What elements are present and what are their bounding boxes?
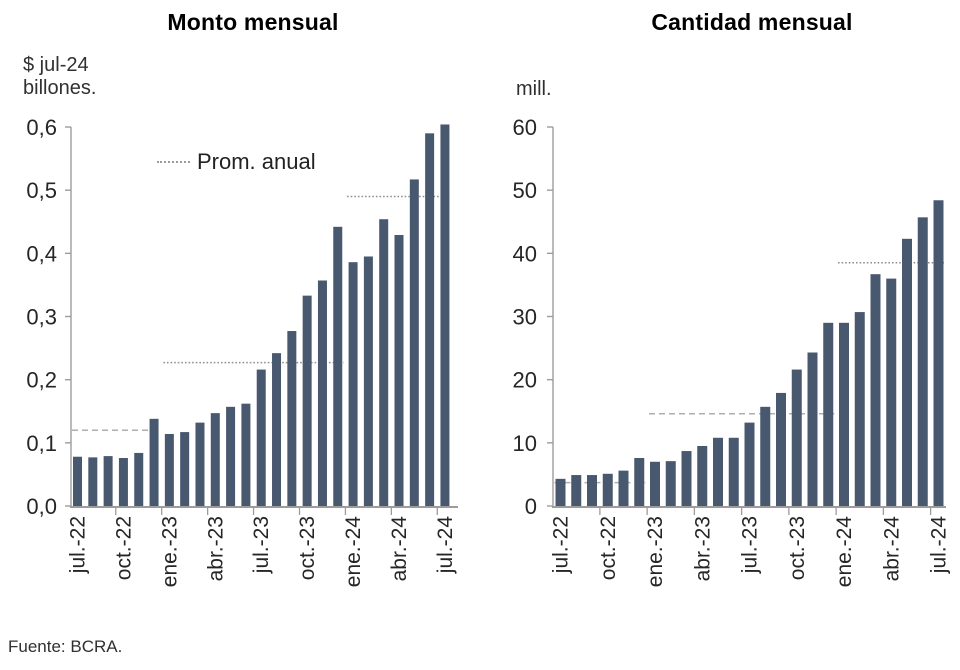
x-tick-label: abr.-24 bbox=[880, 516, 903, 582]
y-tick-label: 10 bbox=[513, 431, 537, 456]
x-tick-label: ene.-24 bbox=[833, 516, 856, 588]
x-tick-label: ene.-23 bbox=[158, 516, 181, 587]
bar-ago-22 bbox=[88, 457, 98, 506]
x-tick-label: oct.-22 bbox=[597, 516, 620, 580]
bar-jul-24 bbox=[440, 124, 450, 506]
bar-sep-22 bbox=[103, 456, 113, 506]
bar-ago-22 bbox=[571, 475, 582, 506]
bar-nov-23 bbox=[317, 280, 327, 507]
bar-abr-24 bbox=[886, 278, 897, 506]
legend-prom-anual: Prom. anual bbox=[157, 149, 316, 175]
x-tick-label: abr.-24 bbox=[388, 516, 411, 582]
x-tick-label: ene.-23 bbox=[644, 516, 667, 587]
bar-nov-22 bbox=[134, 452, 144, 506]
y-tick-label: 60 bbox=[513, 115, 537, 140]
bar-may-24 bbox=[902, 238, 912, 506]
y-tick-label: 0,5 bbox=[26, 178, 57, 203]
x-tick-label: jul.-22 bbox=[67, 516, 90, 574]
bar-jun-24 bbox=[425, 133, 435, 506]
bar-mar-24 bbox=[379, 219, 389, 506]
y-tick-label: 0,2 bbox=[26, 368, 57, 393]
x-tick-label: jul.-23 bbox=[739, 516, 762, 574]
bar-ene-24 bbox=[348, 262, 358, 506]
x-tick-label: oct.-23 bbox=[786, 516, 809, 580]
source-note: Fuente: BCRA. bbox=[8, 637, 123, 656]
chart-monto-mensual: 0,0 0,1 0,2 0,3 0,4 0,5 0,6 jul.-22 oct.-22 ene.-… bbox=[26, 115, 458, 587]
chart-title-monto-mensual: Monto mensual bbox=[167, 9, 339, 35]
bar-jun-24 bbox=[917, 217, 928, 506]
y-tick-label: 0,1 bbox=[26, 431, 57, 456]
bar-feb-23 bbox=[180, 432, 190, 506]
bar-ene-24 bbox=[839, 322, 849, 506]
x-tick-label: jul.-24 bbox=[928, 516, 951, 575]
bar-nov-23 bbox=[807, 352, 818, 506]
bar-jul-24 bbox=[933, 200, 944, 506]
chart-cantidad-mensual: 0 10 20 30 40 50 60 jul.-22 oct.-22 ene.-23 abr.-2… bbox=[513, 115, 951, 587]
bar-oct-23 bbox=[302, 295, 312, 506]
bar-mar-24 bbox=[870, 274, 881, 506]
y-axis-unit-monto: $ jul-24 billones. bbox=[23, 54, 96, 100]
bar-dic-22 bbox=[149, 418, 159, 506]
x-tick-label: abr.-23 bbox=[691, 516, 714, 581]
bar-mar-23 bbox=[681, 451, 692, 506]
y-axis-unit-monto-line2: billones. bbox=[23, 77, 97, 99]
y-tick-label: 0,6 bbox=[26, 115, 57, 140]
y-tick-label: 40 bbox=[513, 241, 537, 266]
x-tick-label: ene.-24 bbox=[342, 516, 365, 588]
legend-label: Prom. anual bbox=[197, 149, 316, 174]
x-tick-label: oct.-23 bbox=[296, 516, 319, 580]
charts-canvas: 0,0 0,1 0,2 0,3 0,4 0,5 0,6 jul.-22 oct.-22 ene.-… bbox=[26, 115, 951, 587]
x-tick-label: abr.-23 bbox=[204, 516, 227, 581]
bar-jul-23 bbox=[744, 422, 755, 506]
chart-title-cantidad-mensual: Cantidad mensual bbox=[651, 9, 853, 35]
x-tick-label: oct.-22 bbox=[112, 516, 135, 580]
x-tick-label: jul.-22 bbox=[550, 516, 573, 574]
y-axis-unit-cantidad: mill. bbox=[516, 78, 552, 100]
bar-feb-23 bbox=[665, 461, 676, 506]
bar-jul-23 bbox=[256, 369, 266, 506]
bar-sep-23 bbox=[287, 331, 297, 506]
bar-oct-22 bbox=[118, 457, 128, 506]
bar-sep-23 bbox=[776, 392, 786, 506]
bar-jun-23 bbox=[728, 437, 739, 506]
x-tick-label: jul.-24 bbox=[434, 516, 457, 575]
y-tick-label: 0 bbox=[525, 494, 537, 519]
bar-jul-22 bbox=[555, 478, 566, 506]
bar-mar-23 bbox=[195, 422, 205, 506]
y-tick-label: 0,4 bbox=[26, 241, 57, 266]
x-tick-label: jul.-23 bbox=[250, 516, 273, 574]
bar-abr-23 bbox=[697, 445, 708, 506]
bar-oct-23 bbox=[791, 369, 802, 506]
bar-ago-23 bbox=[272, 353, 282, 506]
y-tick-label: 0,3 bbox=[26, 305, 57, 330]
bar-oct-22 bbox=[602, 473, 613, 506]
y-tick-label: 0,0 bbox=[26, 494, 57, 519]
bar-abr-23 bbox=[210, 413, 220, 506]
bar-ene-23 bbox=[650, 461, 660, 506]
bar-jul-22 bbox=[73, 456, 82, 506]
bar-abr-24 bbox=[394, 235, 404, 506]
y-tick-label: 20 bbox=[513, 368, 537, 393]
bar-jun-23 bbox=[241, 403, 251, 506]
bar-may-23 bbox=[713, 437, 723, 506]
bar-may-24 bbox=[409, 179, 419, 506]
bar-ene-23 bbox=[164, 433, 174, 506]
bar-may-23 bbox=[226, 406, 236, 506]
dotted-line-icon bbox=[157, 161, 190, 163]
y-tick-label: 30 bbox=[513, 305, 537, 330]
bar-dic-23 bbox=[823, 322, 834, 506]
y-tick-label: 50 bbox=[513, 178, 537, 203]
bar-nov-22 bbox=[618, 470, 629, 506]
bar-sep-22 bbox=[587, 475, 597, 506]
bar-feb-24 bbox=[854, 312, 865, 506]
bar-dic-23 bbox=[333, 226, 343, 507]
y-axis-unit-monto-line1: $ jul-24 bbox=[23, 54, 89, 76]
bar-feb-24 bbox=[363, 256, 373, 506]
bar-dic-22 bbox=[634, 457, 645, 506]
bar-ago-23 bbox=[760, 406, 771, 506]
